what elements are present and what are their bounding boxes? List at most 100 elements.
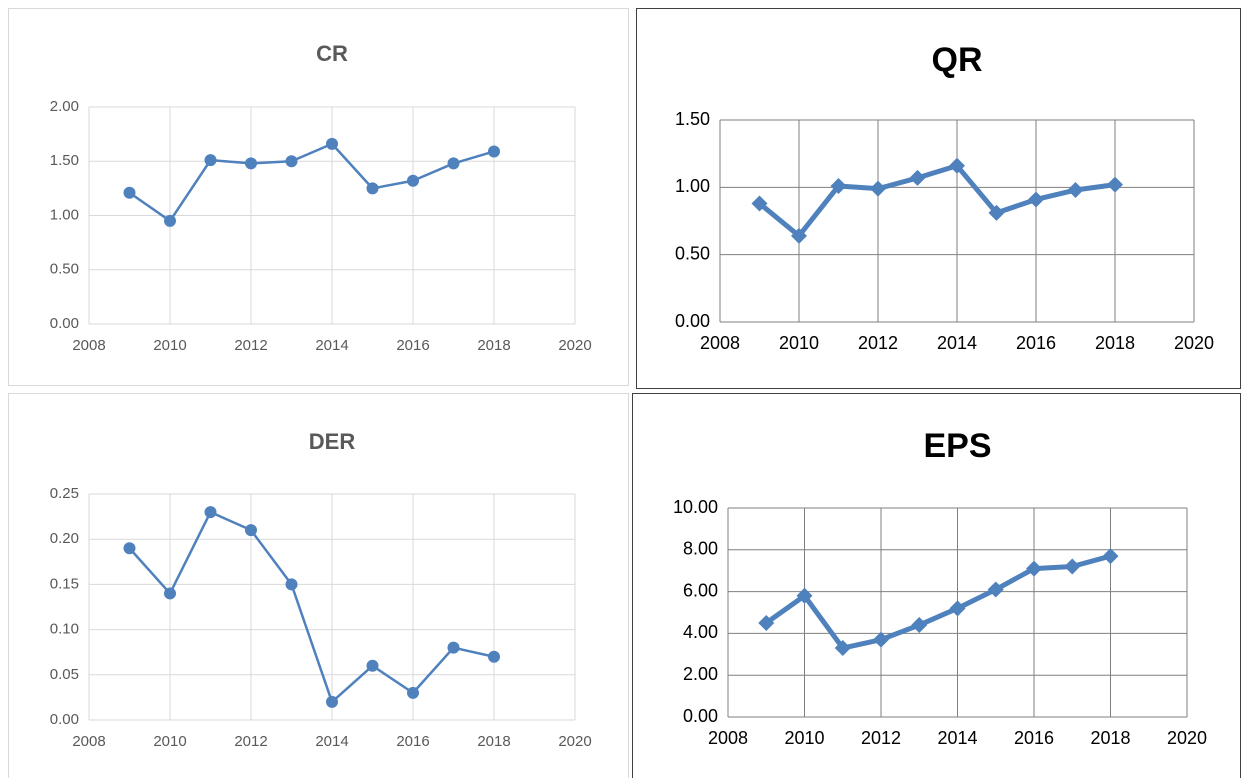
x-tick-label: 2020 [1167, 728, 1207, 748]
y-tick-label: 0.50 [675, 243, 710, 263]
y-tick-label: 0.05 [50, 666, 79, 683]
data-point [949, 600, 966, 617]
data-point [1067, 182, 1084, 199]
x-tick-label: 2014 [315, 337, 348, 354]
x-tick-label: 2018 [477, 733, 510, 750]
data-line [128, 510, 495, 704]
y-tick-label: 8.00 [683, 539, 718, 559]
y-tick-label: 1.50 [675, 109, 710, 129]
y-tick-label: 0.25 [50, 485, 79, 502]
data-point [791, 227, 807, 244]
data-point [326, 695, 338, 708]
x-tick-label: 2016 [396, 733, 429, 750]
x-tick-label: 2012 [858, 333, 898, 353]
data-point [366, 659, 379, 672]
x-tick-label: 2014 [315, 733, 348, 750]
data-point [204, 506, 217, 519]
data-point [987, 581, 1004, 598]
data-point [873, 631, 889, 648]
data-point [285, 578, 298, 591]
data-point [911, 617, 928, 634]
data-point [834, 640, 851, 657]
chart-title: DER [309, 429, 356, 454]
y-tick-label: 0.00 [50, 711, 79, 728]
x-tick-label: 2008 [700, 333, 740, 353]
data-point [204, 154, 217, 167]
data-point [245, 157, 257, 170]
x-tick-label: 2010 [153, 733, 186, 750]
x-tick-label: 2018 [477, 337, 510, 354]
y-tick-label: 2.00 [50, 98, 79, 115]
chart-title: EPS [923, 427, 991, 465]
x-tick-label: 2016 [396, 337, 429, 354]
data-point [447, 641, 460, 654]
y-tick-label: 10.00 [673, 497, 718, 517]
data-point [1026, 560, 1042, 577]
data-line [764, 553, 1112, 651]
data-point [164, 587, 176, 600]
y-tick-label: 4.00 [683, 622, 718, 642]
x-tick-label: 2016 [1016, 333, 1056, 353]
panel [8, 8, 629, 386]
y-tick-label: 0.00 [675, 311, 710, 331]
data-point [123, 542, 136, 555]
data-line [128, 142, 495, 223]
y-tick-label: 0.50 [50, 261, 79, 278]
data-point [949, 157, 965, 174]
x-tick-label: 2008 [72, 337, 105, 354]
data-point [1064, 558, 1081, 575]
y-tick-label: 0.10 [50, 621, 79, 638]
data-point [164, 214, 176, 227]
x-tick-label: 2020 [558, 733, 591, 750]
y-tick-label: 1.50 [50, 152, 79, 169]
data-point [326, 137, 338, 150]
panel [8, 393, 629, 778]
x-tick-label: 2012 [234, 337, 267, 354]
y-tick-label: 0.15 [50, 575, 79, 592]
data-point [366, 182, 379, 195]
y-tick-label: 2.00 [683, 664, 718, 684]
x-tick-label: 2010 [153, 337, 186, 354]
data-point [407, 686, 419, 699]
x-tick-label: 2020 [558, 337, 591, 354]
data-point [123, 186, 136, 199]
y-tick-label: 0.00 [50, 315, 79, 332]
x-tick-label: 2020 [1174, 333, 1214, 353]
data-point [407, 174, 419, 187]
y-tick-label: 0.00 [683, 706, 718, 726]
data-point [1028, 191, 1044, 208]
panel [636, 8, 1241, 389]
data-point [830, 177, 847, 194]
x-tick-label: 2008 [708, 728, 748, 748]
data-point [1102, 548, 1119, 565]
data-point [909, 169, 926, 186]
chart-title: QR [932, 41, 983, 79]
x-tick-label: 2018 [1090, 728, 1130, 748]
y-tick-label: 1.00 [50, 206, 79, 223]
x-tick-label: 2010 [779, 333, 819, 353]
data-point [1107, 176, 1123, 193]
panel [632, 393, 1241, 778]
x-tick-label: 2012 [234, 733, 267, 750]
data-point [988, 204, 1005, 221]
data-point [870, 180, 886, 197]
y-tick-label: 0.20 [50, 530, 79, 547]
x-tick-label: 2012 [861, 728, 901, 748]
y-tick-label: 1.00 [675, 176, 710, 196]
data-point [758, 614, 775, 631]
x-tick-label: 2016 [1014, 728, 1054, 748]
data-point [245, 524, 257, 537]
data-line [757, 163, 1116, 239]
x-tick-label: 2018 [1095, 333, 1135, 353]
data-point [447, 157, 460, 170]
data-point [751, 195, 768, 212]
chart-title: CR [316, 41, 348, 66]
y-tick-label: 6.00 [683, 580, 718, 600]
x-tick-label: 2010 [784, 728, 824, 748]
data-point [796, 587, 813, 604]
data-point [488, 145, 500, 158]
data-point [488, 650, 500, 663]
x-tick-label: 2014 [937, 333, 977, 353]
x-tick-label: 2008 [72, 733, 105, 750]
